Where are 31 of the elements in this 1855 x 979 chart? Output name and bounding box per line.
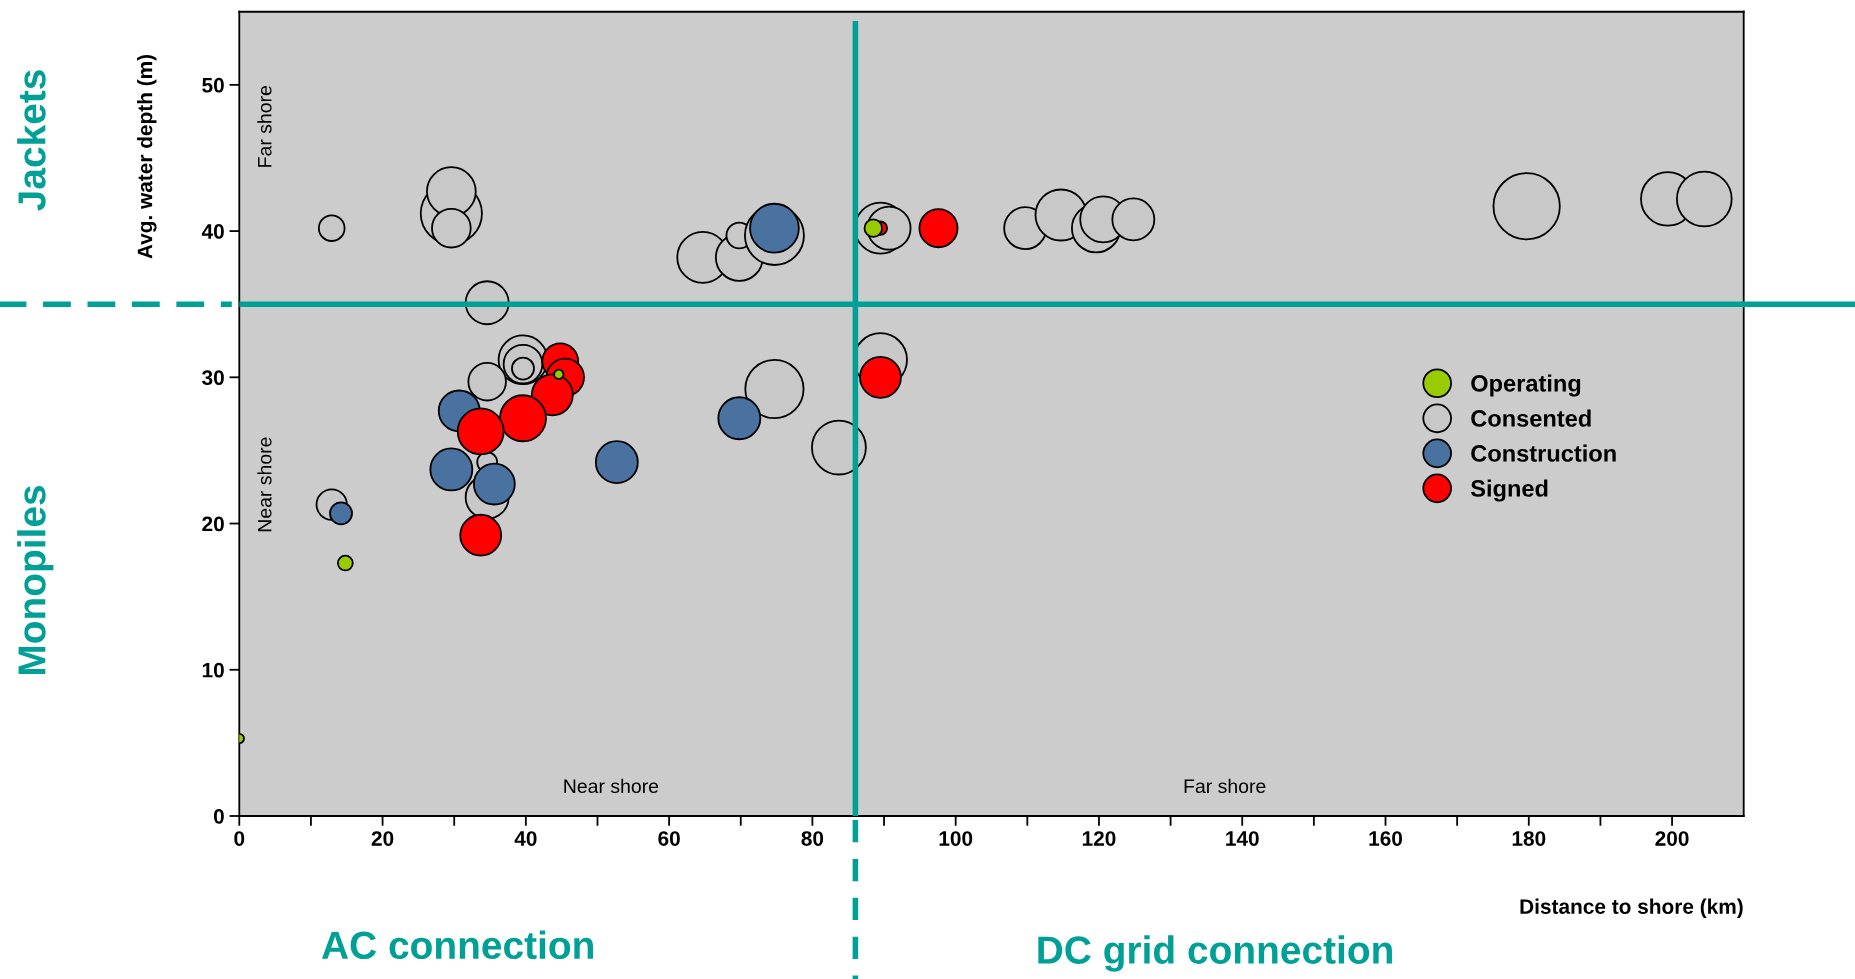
annotation: Far shore: [1184, 778, 1266, 794]
x-tick-label: 140: [1226, 831, 1259, 846]
legend-label: Consented: [1471, 409, 1591, 427]
x-axis-title: Distance to shore (km): [1520, 898, 1743, 919]
text: Jackets: [17, 70, 46, 211]
x-tick-label: 20: [371, 831, 394, 846]
x-tick-label: 100: [939, 831, 973, 846]
annotation: Near shore: [257, 437, 272, 532]
x-tick-label: 40: [514, 831, 537, 846]
x-tick-label: 0: [234, 831, 245, 846]
annotation: Far shore: [257, 86, 272, 167]
x-tick-label: 80: [801, 831, 824, 846]
x-tick-label: 60: [658, 831, 680, 846]
y-tick-label: 50: [202, 77, 224, 93]
text: AC connection: [321, 930, 593, 960]
text: DC grid connection: [1038, 935, 1392, 972]
annotation: Near shore: [564, 778, 659, 794]
y-tick-label: 0: [213, 809, 224, 824]
y-tick-label: 40: [201, 224, 224, 239]
y-tick-label: 10: [202, 662, 224, 678]
legend-label: Operating: [1471, 374, 1581, 397]
y-axis-title: Avg. water depth (m): [137, 54, 157, 259]
x-tick-label: 200: [1655, 831, 1689, 846]
y-tick-label: 20: [202, 516, 224, 532]
x-tick-label: 160: [1369, 831, 1403, 846]
text: Monopiles: [17, 485, 54, 675]
x-tick-label: 120: [1082, 831, 1116, 846]
legend-label: Signed: [1470, 479, 1548, 502]
legend-label: Construction: [1471, 444, 1616, 462]
y-tick-label: 30: [202, 370, 224, 386]
x-tick-label: 180: [1512, 831, 1546, 846]
